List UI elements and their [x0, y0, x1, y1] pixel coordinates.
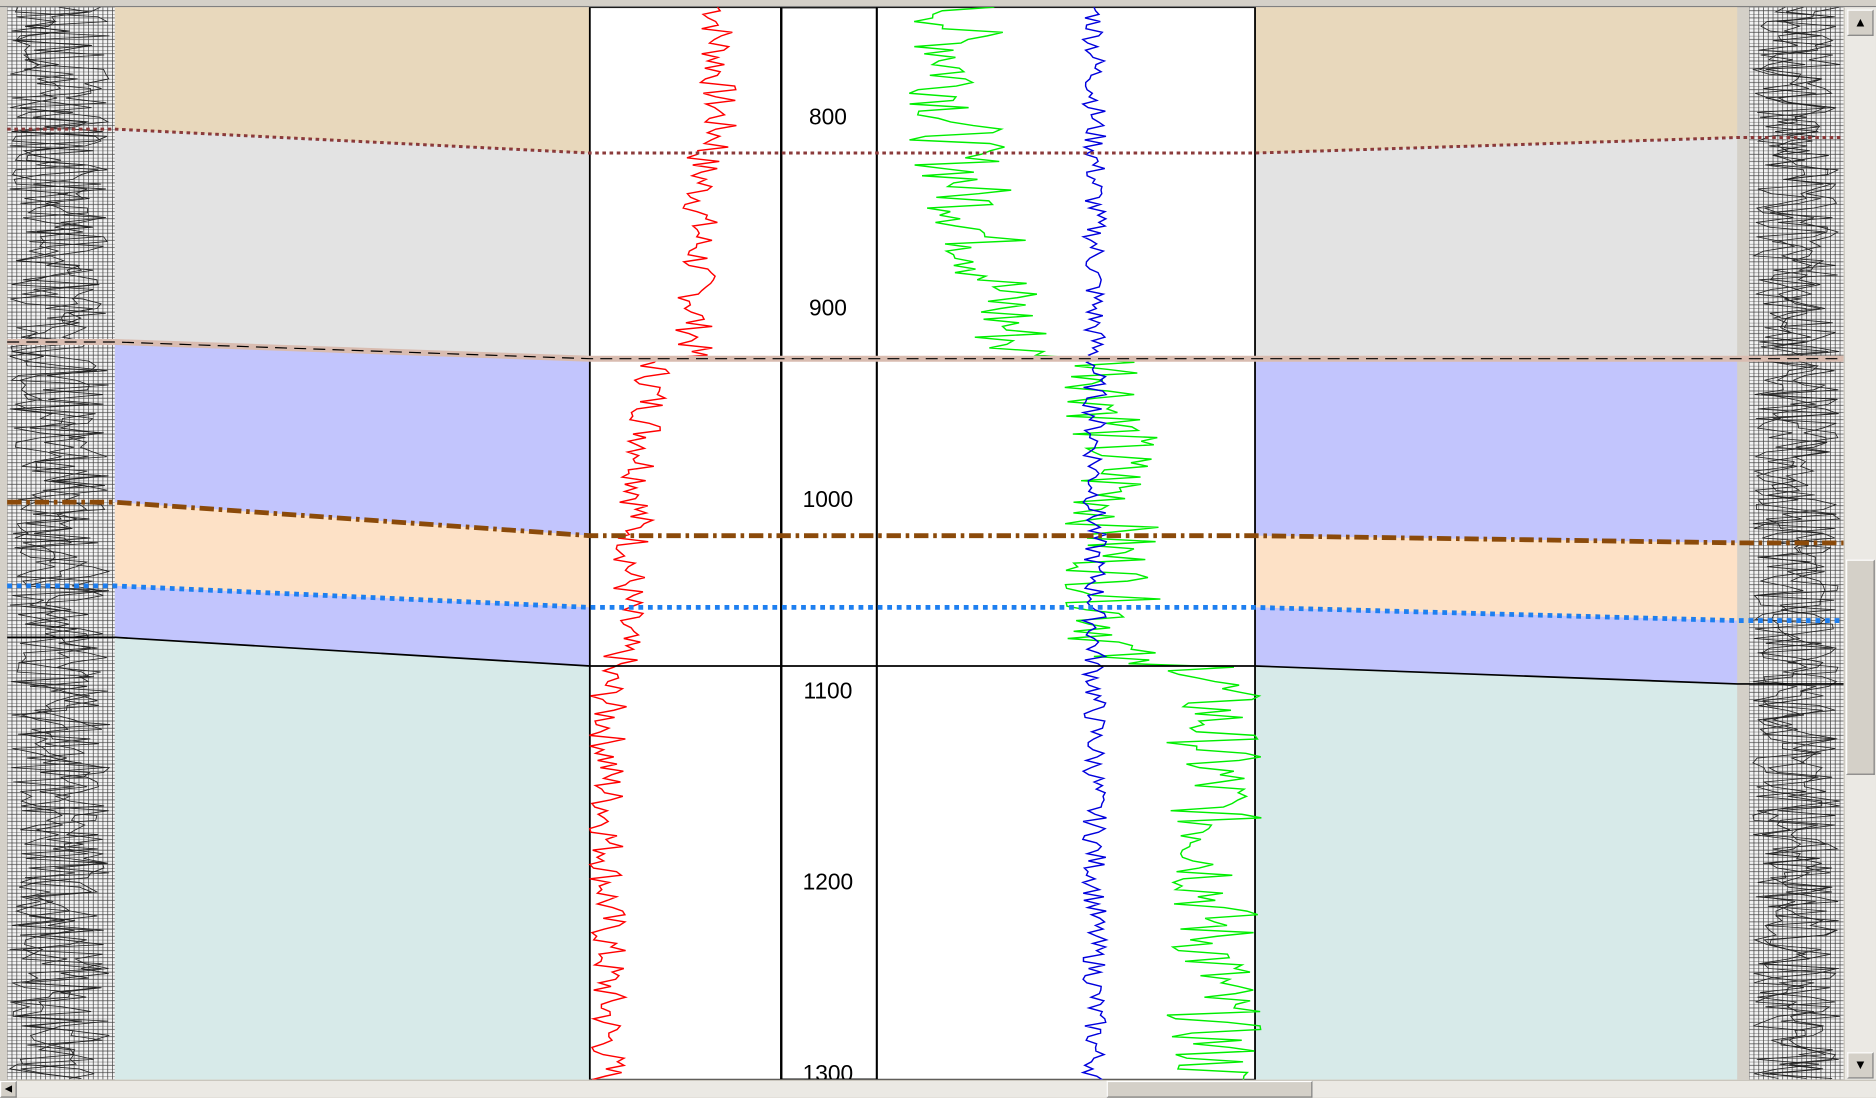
zone-teal-left — [114, 637, 590, 1080]
zone-peach-right — [1255, 535, 1738, 621]
gamma-track — [588, 7, 783, 1080]
pick-dotted-blue — [7, 583, 1844, 623]
depth-label: 1000 — [803, 486, 854, 512]
arrow-down-icon[interactable]: ▼ — [1847, 1052, 1874, 1079]
pick-dotted-maroon — [7, 127, 1844, 155]
resistivity-blue-curve — [1080, 7, 1109, 1080]
zone-lavender-lower-left — [114, 585, 590, 667]
depth-labels: 800 900 1000 1100 1200 1300 — [803, 103, 854, 1079]
zones-right — [1255, 7, 1738, 1080]
resistivity-track — [876, 7, 1256, 1080]
arrow-left-icon[interactable]: ◀ — [0, 1080, 17, 1098]
vertical-scroll-thumb[interactable] — [1846, 559, 1875, 775]
pick-black-solid — [7, 636, 1844, 685]
zone-top-right — [1255, 7, 1738, 154]
depth-label: 1300 — [803, 1060, 854, 1080]
depth-label: 900 — [809, 295, 847, 321]
raster-log-left — [0, 7, 115, 1080]
zone-top-left — [114, 7, 590, 154]
zone-teal-right — [1255, 666, 1738, 1080]
depth-label: 1100 — [803, 677, 852, 703]
zone-lavender-lower-right — [1255, 607, 1738, 684]
log-curves — [588, 7, 1262, 1080]
depth-track — [780, 7, 879, 1080]
arrow-up-icon[interactable]: ▲ — [1847, 9, 1874, 36]
horizontal-scrollbar[interactable]: ◀ — [0, 1079, 1876, 1098]
gamma-curve — [588, 7, 737, 1080]
zone-grey-right — [1255, 137, 1738, 359]
zones-left — [114, 7, 590, 1080]
top-border — [0, 0, 1876, 8]
resistivity-green-curve — [908, 7, 1262, 1080]
zone-grey-left — [114, 129, 590, 359]
pick-dashdot-brown — [7, 499, 1844, 546]
depth-label: 800 — [809, 103, 847, 129]
raster-left — [8, 7, 110, 1079]
zone-lavender-upper-left — [114, 341, 590, 536]
pick-black-dashed — [7, 341, 1844, 360]
depth-label: 1200 — [803, 869, 854, 895]
formation-picks[interactable] — [7, 127, 1844, 685]
vertical-scrollbar[interactable]: ▲ ▼ — [1843, 7, 1876, 1089]
zone-peach-left — [114, 502, 590, 608]
zone-lavender-upper-right — [1255, 358, 1738, 543]
horizontal-scroll-thumb[interactable] — [1106, 1080, 1313, 1098]
log-tracks — [588, 7, 1256, 1080]
correlation-panel[interactable]: 800 900 1000 1100 1200 1300 — [0, 7, 1844, 1080]
